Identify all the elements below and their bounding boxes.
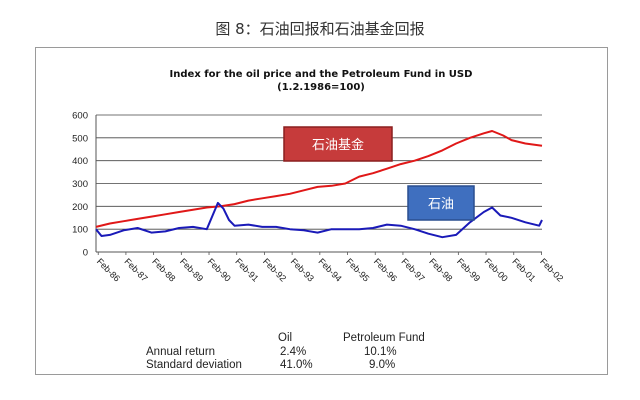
- x-tick-label: Feb-94: [316, 256, 343, 283]
- y-tick-label: 0: [83, 248, 88, 259]
- y-tick-label: 300: [72, 179, 88, 190]
- x-tick-label: Feb-86: [95, 256, 122, 283]
- fund-series-line: [95, 130, 543, 228]
- fund-label-text: 石油基金: [312, 137, 364, 153]
- x-tick-label: Feb-89: [178, 256, 205, 283]
- y-tick-label: 400: [72, 156, 88, 167]
- stats-row-fund: 10.1%: [364, 346, 397, 358]
- y-tick-label: 500: [72, 133, 88, 144]
- y-tick-label: 100: [72, 225, 88, 236]
- x-tick-label: Feb-92: [261, 256, 288, 283]
- stats-row-oil: 41.0%: [280, 359, 313, 371]
- x-tick-label: Feb-90: [206, 256, 233, 283]
- x-tick-label: Feb-88: [150, 256, 177, 283]
- figure-caption: 图 8：石油回报和石油基金回报: [215, 20, 425, 38]
- oil-label-text: 石油: [428, 197, 454, 212]
- x-tick-label: Feb-01: [510, 256, 537, 283]
- chart-title: Index for the oil price and the Petroleu…: [170, 69, 473, 80]
- x-tick-label: Feb-95: [344, 256, 371, 283]
- y-tick-label: 600: [72, 111, 88, 122]
- x-tick-label: Feb-91: [233, 256, 260, 283]
- x-tick-label: Feb-96: [372, 256, 399, 283]
- oil-series-line: [95, 201, 543, 239]
- chart-svg: Index for the oil price and the Petroleu…: [72, 69, 565, 284]
- chart-subtitle: (1.2.1986=100): [277, 82, 365, 93]
- stats-header-fund: Petroleum Fund: [343, 332, 425, 344]
- stats-row-label: Annual return: [146, 346, 216, 358]
- x-tick-label: Feb-00: [483, 256, 510, 283]
- fund-label-box: [283, 126, 393, 162]
- x-tick-label: Feb-98: [427, 256, 454, 283]
- stats-row-fund: 9.0%: [369, 359, 396, 371]
- stats-row-label: Standard deviation: [146, 359, 242, 371]
- oil-label-box: [407, 185, 475, 221]
- chart-frame: Index for the oil price and the Petroleu…: [35, 47, 608, 375]
- x-tick-label: Feb-97: [400, 256, 427, 283]
- series-lines: [95, 130, 543, 239]
- y-tick-label: 200: [72, 202, 88, 213]
- x-tick-label: Feb-93: [289, 256, 316, 283]
- stats-row-oil: 2.4%: [280, 346, 307, 358]
- x-tick-label: Feb-99: [455, 256, 482, 283]
- x-tick-label: Feb-87: [123, 256, 150, 283]
- x-tick-label: Feb-02: [538, 256, 565, 283]
- stats-header-oil: Oil: [278, 332, 293, 344]
